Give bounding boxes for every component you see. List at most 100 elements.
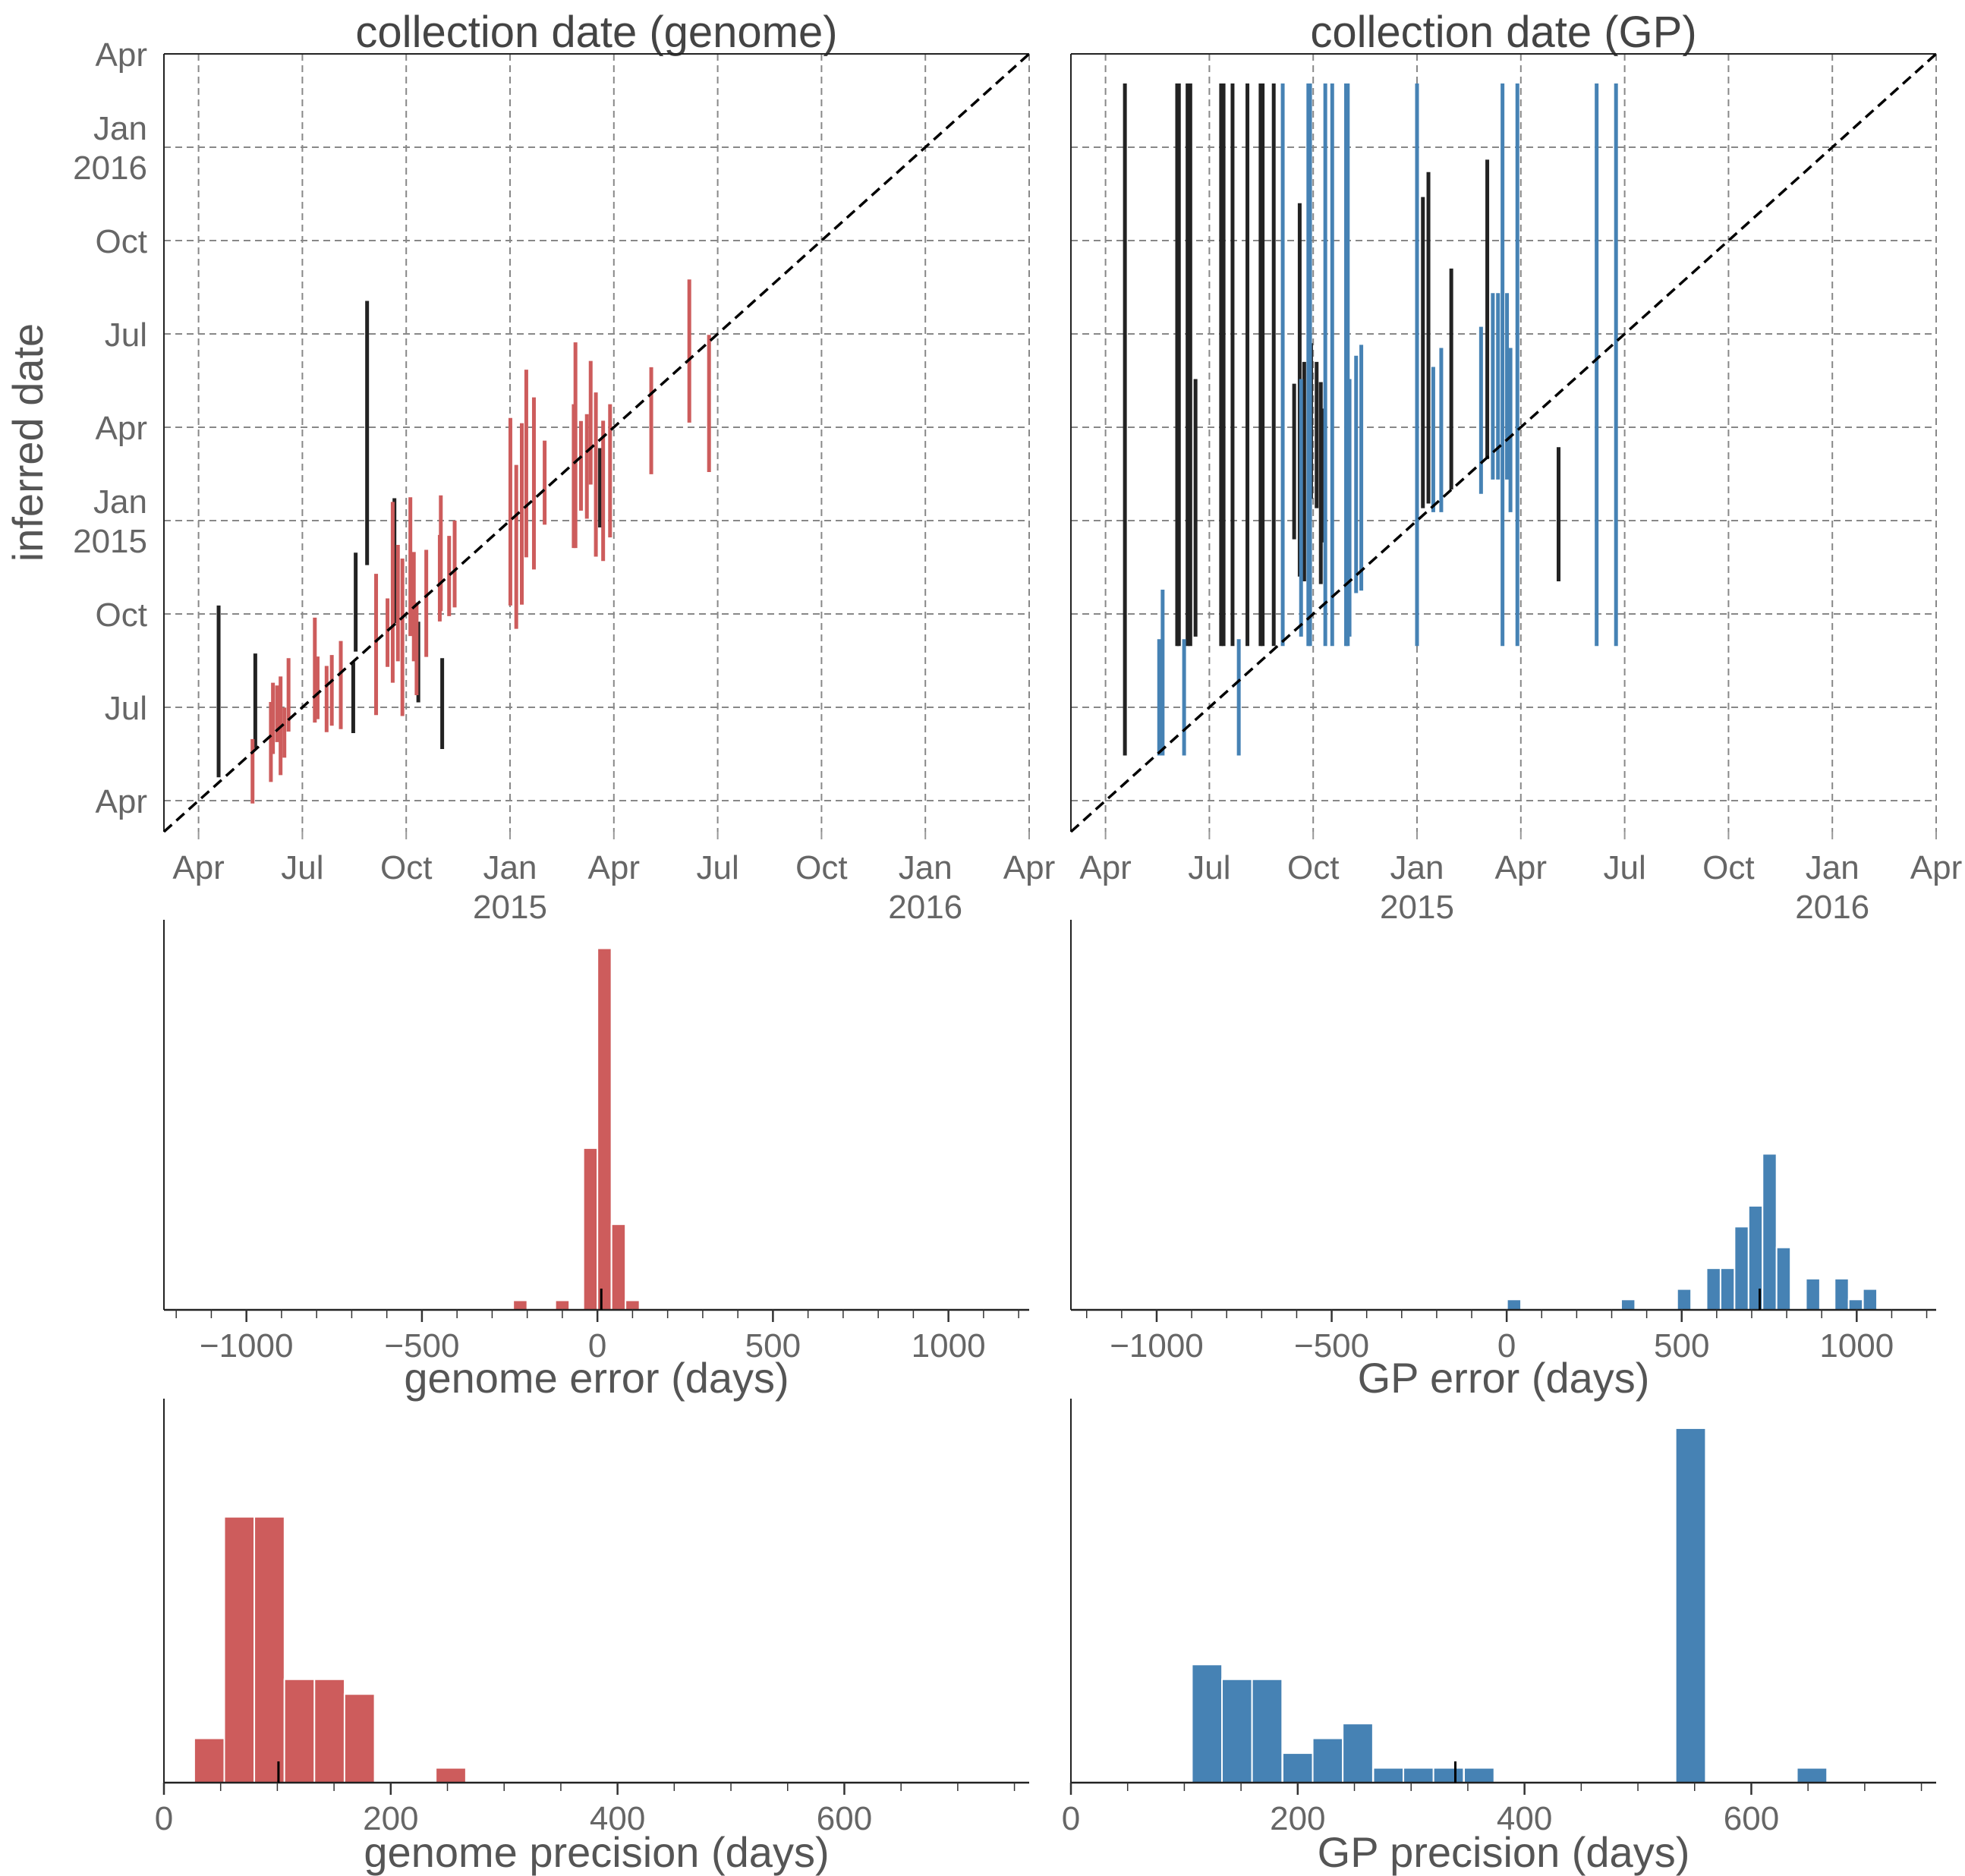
- histogram-bar: [1432, 1767, 1465, 1784]
- title-genome: collection date (genome): [355, 8, 837, 57]
- histogram-bar: [1620, 1298, 1636, 1311]
- x-tick-label: 600: [817, 1800, 872, 1837]
- histogram-bar: [1734, 1226, 1749, 1311]
- x-tick-label: −500: [384, 1327, 459, 1365]
- histogram-bar: [597, 947, 612, 1311]
- diagonal-reference-line: [1069, 52, 1938, 833]
- histogram-bar: [343, 1693, 376, 1783]
- y-tick-label: Apr: [96, 783, 147, 820]
- x-tick-label: −500: [1294, 1327, 1369, 1365]
- histogram-bar: [1372, 1767, 1405, 1784]
- x-tick-label: Apr: [588, 849, 640, 886]
- x-tick-label: Apr: [1003, 849, 1055, 886]
- x-tick-label: Oct: [1702, 849, 1754, 886]
- x-tick-label: 2015: [1380, 889, 1454, 926]
- histogram-bar: [1705, 1267, 1721, 1311]
- x-tick-label: Jan: [1390, 849, 1444, 886]
- x-tick-label: 2016: [888, 889, 962, 926]
- xlabel-gp-precision: GP precision (days): [1318, 1828, 1690, 1876]
- histogram-bar: [554, 1299, 571, 1311]
- x-tick-label: 2015: [473, 889, 547, 926]
- histogram-bar: [610, 1223, 627, 1311]
- xlabel-gp-error: GP error (days): [1358, 1354, 1650, 1402]
- x-tick-label: 200: [1270, 1800, 1325, 1837]
- x-tick-label: Jan: [899, 849, 953, 886]
- histogram-bar: [1281, 1752, 1314, 1783]
- x-tick-label: Apr: [1495, 849, 1547, 886]
- x-tick-label: 1000: [1819, 1327, 1894, 1365]
- histogram-bar: [223, 1516, 256, 1783]
- x-tick-label: 500: [745, 1327, 801, 1365]
- x-tick-label: Oct: [795, 849, 847, 886]
- diagonal-reference-line: [162, 52, 1031, 833]
- histogram-bar: [1775, 1246, 1792, 1311]
- x-tick-label: Jul: [1188, 849, 1230, 886]
- x-tick-label: 600: [1724, 1800, 1779, 1837]
- x-tick-label: Jul: [1603, 849, 1645, 886]
- hist-genome-precision: 0 200 400 600: [155, 1399, 1029, 1837]
- y-tick-label: 2015: [73, 523, 147, 560]
- y-tick-label: 2016: [73, 150, 147, 187]
- y-tick-label: Jan: [93, 110, 147, 147]
- x-tick-label: −1000: [1110, 1327, 1204, 1365]
- x-tick-label: Oct: [1287, 849, 1339, 886]
- x-tick-label: 0: [588, 1327, 606, 1365]
- x-tick-label: Jan: [1806, 849, 1860, 886]
- x-tick-label: 200: [363, 1800, 418, 1837]
- scatter-genome: AprAprJulJulOctOctJan2015Jan2015AprAprJu…: [73, 36, 1055, 926]
- histogram-bar: [1762, 1153, 1778, 1311]
- histogram-bar: [283, 1678, 316, 1784]
- histogram-bar: [1251, 1678, 1283, 1784]
- xlabel-genome-error: genome error (days): [404, 1354, 789, 1402]
- x-tick-label: Jul: [281, 849, 323, 886]
- histogram-bar: [1221, 1678, 1253, 1784]
- histogram-bar: [1719, 1267, 1736, 1311]
- histogram-bar: [253, 1516, 285, 1783]
- histogram-bar: [625, 1299, 641, 1311]
- histogram-bar: [1506, 1298, 1523, 1311]
- y-tick-label: Jul: [105, 690, 147, 727]
- x-tick-label: 0: [1497, 1327, 1516, 1365]
- x-tick-label: 400: [1497, 1800, 1552, 1837]
- histogram-bar: [1796, 1767, 1828, 1784]
- histogram-bar: [1676, 1288, 1693, 1311]
- y-tick-label: Jan: [93, 483, 147, 521]
- x-tick-label: 0: [155, 1800, 173, 1837]
- x-tick-label: 2016: [1795, 889, 1869, 926]
- histogram-bar: [313, 1678, 346, 1784]
- histogram-bar: [582, 1147, 599, 1311]
- x-tick-label: 400: [590, 1800, 645, 1837]
- x-tick-label: 1000: [912, 1327, 986, 1365]
- hist-genome-error: −1000 −500 0 500 1000: [163, 920, 1029, 1365]
- x-tick-label: Apr: [1079, 849, 1131, 886]
- histogram-bar: [1403, 1767, 1434, 1784]
- x-tick-label: Oct: [380, 849, 432, 886]
- y-tick-label: Oct: [96, 223, 147, 260]
- histogram-bar: [1847, 1298, 1864, 1311]
- histogram-bar: [1862, 1288, 1878, 1311]
- histogram-bar: [1674, 1427, 1707, 1784]
- x-tick-label: Apr: [1910, 849, 1962, 886]
- x-tick-label: 500: [1654, 1327, 1709, 1365]
- y-tick-label: Jul: [105, 316, 147, 354]
- histogram-bar: [1191, 1664, 1223, 1783]
- x-tick-label: Apr: [172, 849, 224, 886]
- y-tick-label: Oct: [96, 596, 147, 634]
- histogram-bar: [193, 1737, 225, 1784]
- histogram-bar: [1463, 1767, 1495, 1784]
- x-tick-label: 0: [1062, 1800, 1080, 1837]
- y-axis-label: inferred date: [4, 323, 52, 562]
- histogram-bar: [1805, 1277, 1821, 1311]
- x-tick-label: Jan: [483, 849, 537, 886]
- histogram-bar: [1342, 1723, 1374, 1783]
- xlabel-genome-precision: genome precision (days): [364, 1828, 829, 1876]
- x-tick-label: −1000: [200, 1327, 294, 1365]
- histogram-bar: [1312, 1737, 1344, 1784]
- histogram-bar: [512, 1299, 528, 1311]
- hist-gp-error: −1000 −500 0 500 1000: [1070, 920, 1936, 1365]
- hist-gp-precision: 0 200 400 600: [1062, 1399, 1936, 1837]
- histogram-bar: [435, 1767, 467, 1784]
- histogram-bar: [1834, 1277, 1850, 1311]
